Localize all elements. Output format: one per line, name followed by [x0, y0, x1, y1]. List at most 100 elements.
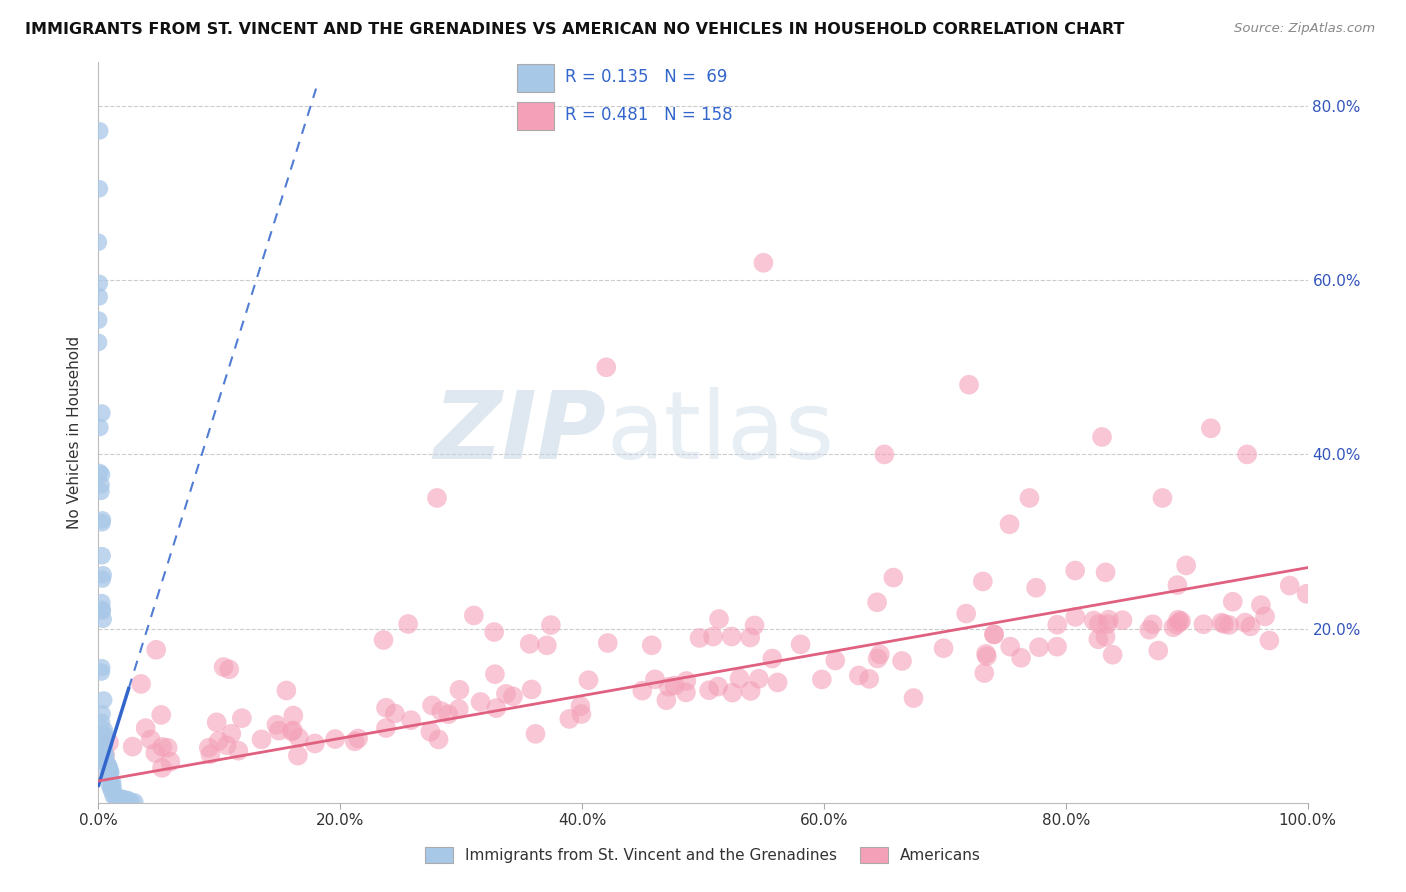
Point — [485, 701, 508, 715]
Point — [212, 660, 235, 674]
Point — [1234, 615, 1257, 630]
Text: Source: ZipAtlas.com: Source: ZipAtlas.com — [1234, 22, 1375, 36]
Text: IMMIGRANTS FROM ST. VINCENT AND THE GRENADINES VS AMERICAN NO VEHICLES IN HOUSEH: IMMIGRANTS FROM ST. VINCENT AND THE GREN… — [25, 22, 1125, 37]
Point — [150, 707, 173, 722]
Point — [1147, 643, 1170, 657]
Point — [93, 693, 115, 707]
Point — [96, 757, 118, 772]
Point — [1010, 650, 1032, 665]
Point — [91, 706, 114, 721]
Y-axis label: No Vehicles in Household: No Vehicles in Household — [67, 336, 83, 529]
Point — [288, 731, 311, 745]
Text: R = 0.481   N = 158: R = 0.481 N = 158 — [565, 106, 733, 124]
Text: ZIP: ZIP — [433, 386, 606, 479]
Point — [215, 739, 238, 753]
Point — [998, 517, 1021, 532]
Point — [437, 707, 460, 722]
Point — [1239, 619, 1261, 633]
Point — [761, 651, 783, 665]
Point — [94, 755, 117, 769]
Point — [90, 484, 112, 499]
Point — [858, 672, 880, 686]
Point — [1098, 613, 1121, 627]
Point — [1142, 617, 1164, 632]
Point — [98, 763, 121, 777]
Point — [578, 673, 600, 687]
Point — [218, 662, 240, 676]
Point — [1236, 447, 1258, 461]
Point — [430, 704, 453, 718]
Point — [100, 766, 122, 780]
Point — [200, 747, 222, 762]
Point — [90, 467, 112, 482]
Point — [124, 795, 146, 809]
Point — [89, 182, 111, 196]
Point — [94, 747, 117, 762]
Point — [93, 743, 115, 757]
Point — [1166, 617, 1188, 632]
Point — [1083, 614, 1105, 628]
Point — [93, 735, 115, 749]
Point — [159, 755, 181, 769]
Point — [426, 491, 449, 505]
Point — [869, 648, 891, 662]
Point — [1258, 633, 1281, 648]
Point — [323, 732, 346, 747]
Point — [90, 596, 112, 610]
Point — [1087, 632, 1109, 647]
Point — [93, 727, 115, 741]
Point — [882, 571, 904, 585]
Point — [110, 791, 132, 805]
Point — [1211, 615, 1233, 630]
Point — [103, 783, 125, 797]
Point — [143, 746, 166, 760]
Point — [1170, 614, 1192, 628]
Point — [1046, 640, 1069, 654]
Point — [281, 724, 304, 739]
Point — [87, 335, 110, 350]
Point — [91, 567, 114, 582]
Point — [90, 661, 112, 675]
Point — [129, 677, 152, 691]
Point — [87, 313, 110, 327]
Point — [447, 702, 470, 716]
Point — [93, 723, 115, 738]
Point — [93, 754, 115, 768]
Point — [228, 744, 250, 758]
Point — [420, 698, 443, 713]
Point — [891, 654, 914, 668]
Point — [117, 793, 139, 807]
Point — [484, 667, 506, 681]
Point — [957, 377, 980, 392]
Point — [540, 618, 562, 632]
Point — [283, 708, 305, 723]
Point — [1199, 421, 1222, 435]
Point — [111, 791, 134, 805]
Point — [384, 706, 406, 721]
Point — [221, 727, 243, 741]
Point — [721, 685, 744, 699]
Point — [811, 673, 834, 687]
Point — [91, 572, 114, 586]
Point — [97, 758, 120, 772]
Point — [100, 782, 122, 797]
Text: atlas: atlas — [606, 386, 835, 479]
Point — [974, 647, 997, 661]
Point — [1111, 613, 1133, 627]
Point — [1175, 558, 1198, 573]
Point — [91, 734, 114, 748]
Point — [89, 277, 111, 291]
Point — [156, 740, 179, 755]
Point — [267, 723, 290, 738]
Point — [463, 608, 485, 623]
Point — [91, 732, 114, 747]
Point — [866, 651, 889, 665]
Point — [121, 739, 143, 754]
Point — [641, 638, 664, 652]
Point — [103, 789, 125, 803]
Point — [90, 665, 112, 679]
Point — [101, 775, 124, 789]
Point — [520, 682, 543, 697]
Point — [972, 574, 994, 589]
Point — [304, 737, 326, 751]
